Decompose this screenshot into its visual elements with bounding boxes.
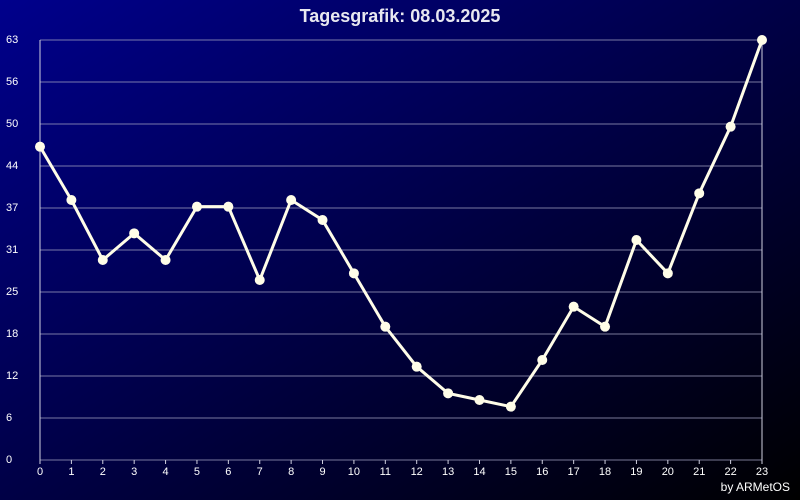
x-tick-label: 21 <box>693 466 705 478</box>
x-tick-label: 13 <box>442 466 454 478</box>
data-point <box>286 195 297 205</box>
data-point <box>600 321 611 332</box>
y-tick-label: 63 <box>6 34 18 46</box>
y-tick-label: 18 <box>6 328 18 340</box>
data-point <box>537 355 548 365</box>
data-point <box>411 361 422 372</box>
data-point <box>662 268 673 279</box>
x-tick-label: 9 <box>319 466 325 478</box>
x-tick-label: 14 <box>473 466 485 478</box>
data-point <box>474 395 485 405</box>
data-point <box>568 301 579 312</box>
data-point <box>694 188 705 199</box>
y-tick-label: 6 <box>6 412 12 424</box>
data-point <box>380 321 391 332</box>
x-tick-label: 2 <box>100 466 106 478</box>
y-tick-label: 25 <box>6 286 18 298</box>
data-point <box>223 201 234 212</box>
data-point <box>348 268 359 279</box>
x-tick-label: 10 <box>348 466 360 478</box>
x-tick-label: 15 <box>505 466 517 478</box>
x-tick-label: 6 <box>225 466 231 478</box>
y-tick-label: 12 <box>6 370 18 382</box>
series-line <box>38 39 764 409</box>
data-point <box>35 141 45 152</box>
x-tick-label: 16 <box>536 466 548 478</box>
x-tick-label: 8 <box>288 466 294 478</box>
x-tick-label: 7 <box>257 466 263 478</box>
x-tick-label: 1 <box>68 466 74 478</box>
x-tick-label: 3 <box>131 466 137 478</box>
data-point <box>631 235 642 245</box>
data-point <box>757 35 767 45</box>
x-tick-label: 19 <box>630 466 642 478</box>
x-tick-label: 18 <box>599 466 611 478</box>
x-tick-label: 11 <box>380 466 391 478</box>
y-tick-label: 56 <box>6 76 18 88</box>
y-tick-label: 31 <box>6 244 18 256</box>
y-tick-label: 0 <box>6 454 12 466</box>
data-point <box>160 255 171 265</box>
data-point <box>505 401 516 412</box>
x-tick-label: 0 <box>37 466 43 478</box>
x-tick-label: 23 <box>756 466 768 478</box>
data-point <box>191 201 202 212</box>
x-tick-label: 17 <box>568 466 580 478</box>
x-tick-label: 12 <box>411 466 423 478</box>
data-point <box>725 121 736 132</box>
data-point <box>317 215 328 225</box>
x-tick-label: 5 <box>194 466 200 478</box>
y-tick-label: 50 <box>6 118 18 130</box>
data-point <box>254 275 265 285</box>
data-point <box>443 388 454 399</box>
x-tick-label: 4 <box>163 466 169 478</box>
chart-title: Tagesgrafik: 08.03.2025 <box>300 6 501 26</box>
data-point <box>97 255 108 265</box>
x-tick-label: 22 <box>724 466 736 478</box>
data-point <box>66 195 77 205</box>
credit: by ARMetOS <box>721 480 790 494</box>
x-tick-label: 20 <box>662 466 674 478</box>
data-point <box>129 228 140 239</box>
y-tick-label: 44 <box>6 160 18 172</box>
y-tick-label: 37 <box>6 202 18 214</box>
